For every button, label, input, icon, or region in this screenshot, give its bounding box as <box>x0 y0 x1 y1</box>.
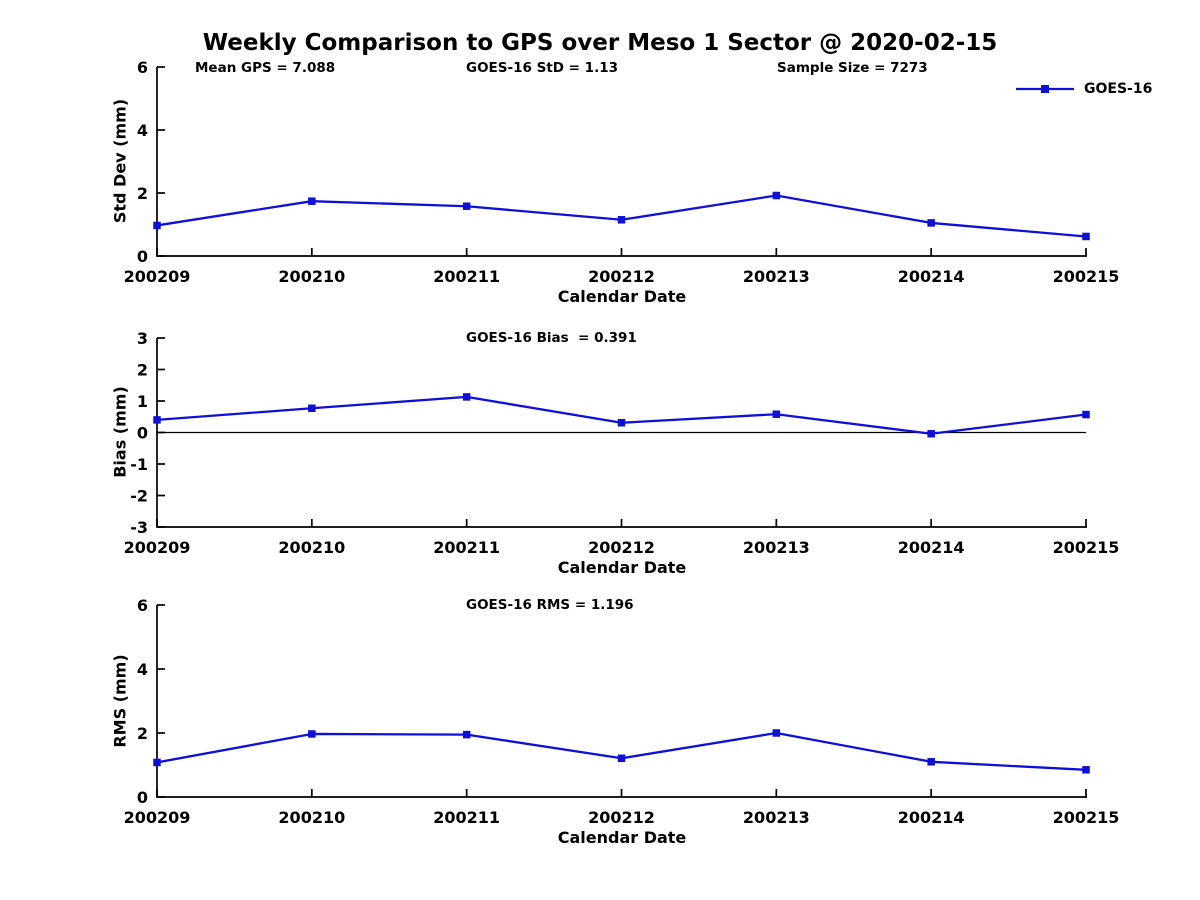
x-tick-label: 200211 <box>433 808 500 827</box>
data-point-marker <box>153 221 161 230</box>
panel-bias: -3 -2 -1 0 1 2 3 200209 200210 200211 200212 200213… <box>124 329 1120 557</box>
y-tick-label: 4 <box>137 121 148 140</box>
axis-spines <box>156 605 1087 798</box>
annotation-goes16-std: GOES-16 StD = 1.13 <box>466 60 618 76</box>
data-point-marker <box>772 410 781 418</box>
annotation-goes16-rms: GOES-16 RMS = 1.196 <box>466 597 634 613</box>
data-line <box>156 395 1087 435</box>
x-tick-label: 200211 <box>433 267 500 286</box>
y-tick-label: 0 <box>137 788 148 807</box>
y-tick-label: 2 <box>137 184 148 203</box>
legend-line-sample <box>1016 85 1074 93</box>
data-line <box>156 731 1087 771</box>
x-tick-label: 200209 <box>124 267 191 286</box>
annotation-mean-gps: Mean GPS = 7.088 <box>195 60 336 76</box>
y-tick-label: 2 <box>137 361 148 380</box>
x-tick-label: 200213 <box>743 538 810 557</box>
data-point-marker <box>1082 766 1090 774</box>
x-tick-label: 200213 <box>743 267 810 286</box>
x-tick-label: 200215 <box>1053 267 1120 286</box>
data-point-marker <box>1082 232 1090 241</box>
data-point-marker <box>617 216 626 224</box>
y-tick-label: 3 <box>137 329 148 348</box>
x-tick-label: 200210 <box>278 808 345 827</box>
x-tick-label: 200214 <box>898 808 965 827</box>
x-axis-label-middle: Calendar Date <box>557 558 687 577</box>
data-point-marker <box>617 754 626 763</box>
data-point-marker <box>462 202 471 210</box>
annotation-sample-size: Sample Size = 7273 <box>777 60 928 76</box>
x-tick-label: 200213 <box>743 808 810 827</box>
y-tick-label: 0 <box>137 247 148 266</box>
x-tick-label: 200214 <box>898 538 965 557</box>
data-point-marker <box>927 430 935 438</box>
legend-square-marker-icon <box>1041 85 1049 93</box>
x-axis-label-top: Calendar Date <box>557 287 687 306</box>
x-tick-label: 200211 <box>433 538 500 557</box>
data-point-marker <box>153 416 161 424</box>
legend-series-label: GOES-16 <box>1084 81 1153 97</box>
y-tick-label: 6 <box>137 596 148 615</box>
data-point-marker <box>308 730 316 738</box>
data-point-marker <box>1082 410 1090 419</box>
data-point-marker <box>308 197 316 205</box>
data-point-marker <box>772 191 781 200</box>
legend: GOES-16 <box>1014 81 1152 97</box>
data-point-marker <box>462 393 471 401</box>
panel-rms: 0 2 4 6 200209 200210 200211 200212 200213 200214… <box>124 596 1120 827</box>
data-point-marker <box>462 730 471 739</box>
annotation-goes16-bias: GOES-16 Bias = 0.391 <box>466 330 637 346</box>
y-tick-label: 0 <box>137 424 148 443</box>
data-point-marker <box>153 758 161 767</box>
x-tick-label: 200212 <box>588 267 655 286</box>
data-point-marker <box>927 758 935 766</box>
y-tick-label: -3 <box>130 518 148 537</box>
y-tick-label: 1 <box>137 392 148 411</box>
x-tick-label: 200215 <box>1053 538 1120 557</box>
data-point-marker <box>927 219 935 227</box>
y-tick-label: -2 <box>130 487 148 506</box>
data-point-marker <box>772 729 781 737</box>
x-tick-label: 200210 <box>278 538 345 557</box>
figure-title: Weekly Comparison to GPS over Meso 1 Sec… <box>202 30 998 56</box>
x-axis-label-bottom: Calendar Date <box>557 828 687 847</box>
data-line <box>156 194 1087 238</box>
x-tick-label: 200209 <box>124 808 191 827</box>
axis-spines <box>156 67 1087 257</box>
y-tick-label: 2 <box>137 724 148 743</box>
x-tick-label: 200212 <box>588 808 655 827</box>
x-tick-label: 200210 <box>278 267 345 286</box>
x-tick-label: 200215 <box>1053 808 1120 827</box>
y-tick-label: 4 <box>137 660 148 679</box>
panel-std-dev: 0 2 4 6 200209 200210 200211 200212 200213 200214… <box>124 58 1120 286</box>
x-tick-label: 200214 <box>898 267 965 286</box>
y-tick-label: -1 <box>130 455 148 474</box>
data-point-marker <box>617 418 626 427</box>
x-tick-label: 200212 <box>588 538 655 557</box>
y-tick-label: 6 <box>137 58 148 77</box>
data-point-marker <box>308 404 316 412</box>
x-tick-label: 200209 <box>124 538 191 557</box>
